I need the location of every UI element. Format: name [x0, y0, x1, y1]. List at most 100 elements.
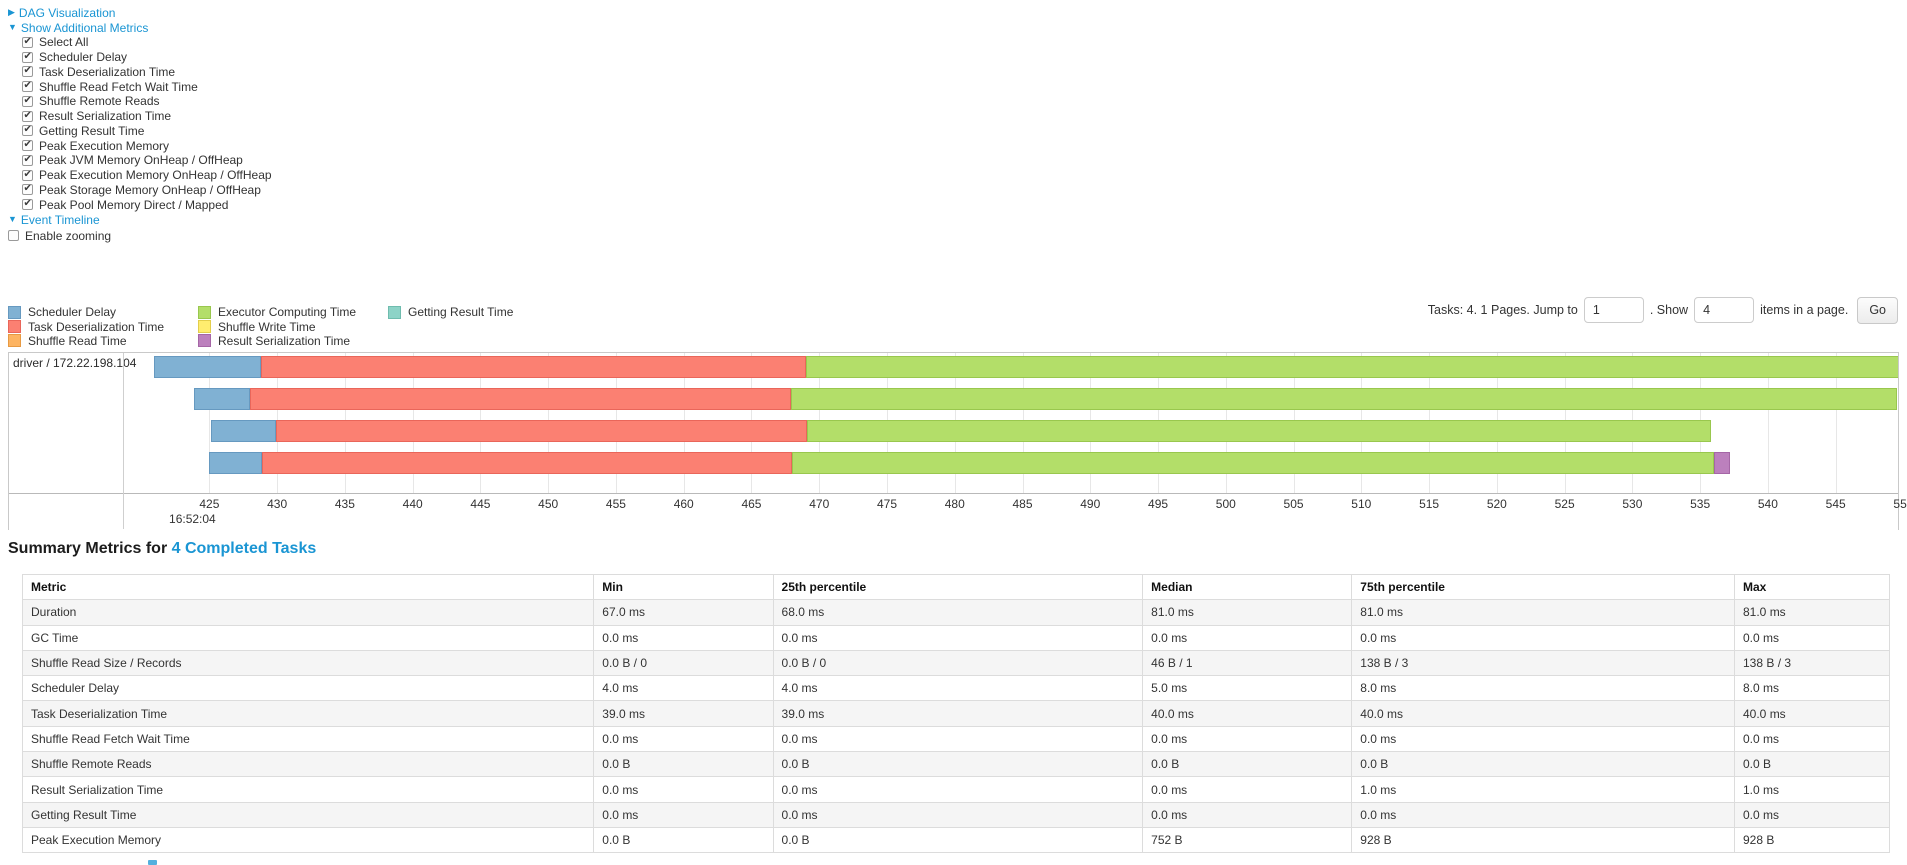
metric-value-cell: 0.0 ms [593, 624, 774, 651]
shuffle-write-swatch-icon [198, 320, 211, 334]
metric-value-cell: 81.0 ms [1351, 599, 1735, 626]
task-segment-executor-computing[interactable] [792, 452, 1714, 474]
metric-value-cell: 0.0 B [593, 751, 774, 778]
show-label: . Show [1649, 303, 1689, 317]
event-timeline-chart: driver / 172.22.198.104 425 430 435 440 445 4… [8, 352, 1907, 530]
executor-computing-swatch-icon [198, 305, 211, 319]
metric-value-cell: 138 B / 3 [1734, 649, 1890, 677]
task-segment-task-deserialization[interactable] [260, 356, 806, 378]
metric-checkbox-item[interactable]: Peak Pool Memory Direct / Mapped [22, 197, 272, 212]
task-segment-scheduler-delay[interactable] [209, 452, 263, 474]
task-segment-task-deserialization[interactable] [250, 388, 791, 410]
completed-tasks-link[interactable]: 4 Completed Tasks [171, 540, 317, 557]
axis-time-label: 16:52:04 [169, 512, 216, 526]
table-header-cell: 25th percentile [772, 573, 1144, 601]
metric-checkbox-item[interactable]: Peak Execution Memory [22, 138, 272, 153]
task-segment-scheduler-delay[interactable] [210, 420, 276, 442]
metric-value-cell: 0.0 ms [1734, 801, 1890, 828]
dag-visualization-toggle[interactable]: ▶ DAG Visualization [8, 5, 272, 20]
legend-label: Shuffle Write Time [218, 319, 316, 334]
task-segment-result-serialization[interactable] [1713, 452, 1730, 474]
checkbox-icon[interactable] [22, 183, 33, 196]
metric-checkbox-item[interactable]: Result Serialization Time [22, 109, 272, 124]
enable-zooming-option[interactable]: Enable zooming [8, 228, 272, 243]
axis-tick-label: 430 [267, 497, 288, 511]
items-per-page-input[interactable] [1694, 297, 1755, 323]
checkbox-icon[interactable] [22, 110, 33, 122]
metric-value-cell: 40.0 ms [1351, 700, 1735, 727]
table-body: Duration 67.0 ms 68.0 ms 81.0 ms 81.0 ms 81.0… [21, 599, 1890, 854]
show-additional-metrics-toggle[interactable]: ▼ Show Additional Metrics [8, 20, 272, 35]
metric-checkbox-item[interactable]: Peak Execution Memory OnHeap / OffHeap [22, 168, 272, 183]
task-segment-executor-computing[interactable] [805, 356, 1898, 378]
metric-name-cell: Result Serialization Time [21, 776, 595, 803]
metric-checkbox-item[interactable]: Select All [22, 35, 272, 50]
metric-value-cell: 0.0 ms [593, 725, 774, 753]
table-header-cell: Min [593, 573, 774, 601]
task-segment-task-deserialization[interactable] [262, 452, 793, 474]
metric-checkbox-item[interactable]: Task Deserialization Time [22, 65, 272, 80]
table-row: Task Deserialization Time 39.0 ms 39.0 ms 4… [21, 700, 1890, 727]
axis-tick-label: 505 [1283, 497, 1304, 511]
metric-checkbox-item[interactable]: Peak Storage Memory OnHeap / OffHeap [22, 183, 272, 198]
metric-checkbox-item[interactable]: Scheduler Delay [22, 50, 272, 65]
axis-tick-label: 490 [1080, 497, 1101, 511]
enable-zooming-checkbox[interactable] [8, 230, 19, 241]
timeline-legend: Scheduler Delay Task Deserialization Time… [8, 305, 513, 348]
task-segment-executor-computing[interactable] [807, 420, 1711, 442]
show-additional-metrics-label: Show Additional Metrics [20, 20, 149, 35]
metric-name-cell: Duration [21, 599, 595, 626]
checkbox-icon[interactable] [22, 65, 33, 78]
metric-value-cell: 0.0 ms [1734, 624, 1890, 651]
axis-tick-label: 510 [1351, 497, 1372, 511]
metric-value-cell: 4.0 ms [593, 675, 774, 702]
task-segment-executor-computing[interactable] [790, 388, 1897, 410]
enable-zooming-label: Enable zooming [25, 228, 112, 243]
axis-tick-label: 540 [1757, 497, 1778, 511]
legend-label: Scheduler Delay [28, 305, 117, 320]
metric-checkbox-label: Peak JVM Memory OnHeap / OffHeap [39, 153, 243, 168]
metric-value-cell: 0.0 B / 0 [593, 649, 774, 677]
jump-to-page-input[interactable] [1583, 297, 1644, 323]
checkbox-icon[interactable] [22, 169, 33, 181]
metric-value-cell: 0.0 ms [772, 801, 1144, 828]
shuffle-read-swatch-icon [8, 334, 21, 348]
task-segment-scheduler-delay[interactable] [153, 356, 261, 378]
metric-checkbox-item[interactable]: Shuffle Remote Reads [22, 94, 272, 109]
metric-checkbox-label: Shuffle Read Fetch Wait Time [39, 79, 198, 94]
task-segment-scheduler-delay[interactable] [194, 388, 251, 410]
metric-checkbox-item[interactable]: Peak JVM Memory OnHeap / OffHeap [22, 153, 272, 168]
metric-checkbox-item[interactable]: Getting Result Time [22, 124, 272, 139]
timeline-plot-area[interactable] [124, 353, 1898, 493]
metric-value-cell: 0.0 ms [1142, 624, 1353, 651]
axis-tick-label: 480 [944, 497, 965, 511]
checkbox-icon[interactable] [22, 154, 33, 166]
checkbox-icon[interactable] [22, 198, 33, 211]
timeline-axis: 425 430 435 440 445 450 455 460 465 470 475 480 485 4… [9, 493, 1907, 530]
metric-value-cell: 8.0 ms [1351, 675, 1735, 702]
task-segment-task-deserialization[interactable] [275, 420, 808, 442]
go-button[interactable]: Go [1857, 296, 1898, 324]
metric-value-cell: 67.0 ms [593, 599, 774, 626]
axis-tick-label: 445 [470, 497, 491, 511]
checkbox-icon[interactable] [22, 36, 33, 48]
table-header-cell: Metric [21, 573, 595, 601]
table-header-cell: 75th percentile [1351, 573, 1735, 601]
metric-value-cell: 0.0 B [1142, 751, 1353, 778]
axis-tick-label: 435 [334, 497, 355, 511]
metric-value-cell: 46 B / 1 [1142, 649, 1353, 677]
metric-checkbox-item[interactable]: Shuffle Read Fetch Wait Time [22, 79, 272, 94]
legend-label: Result Serialization Time [218, 333, 351, 348]
dag-visualization-label: DAG Visualization [18, 5, 116, 20]
tasks-pages-label: Tasks: 4. 1 Pages. Jump to [1427, 303, 1578, 317]
table-row: Duration 67.0 ms 68.0 ms 81.0 ms 81.0 ms 81.0… [21, 599, 1890, 626]
checkbox-icon[interactable] [22, 80, 33, 93]
legend-label: Task Deserialization Time [28, 319, 165, 334]
checkbox-icon[interactable] [22, 139, 33, 152]
axis-tick-label: 475 [876, 497, 897, 511]
checkbox-icon[interactable] [22, 95, 33, 107]
axis-tick-label: 520 [1486, 497, 1507, 511]
event-timeline-toggle[interactable]: ▼ Event Timeline [8, 212, 272, 227]
checkbox-icon[interactable] [22, 51, 33, 63]
checkbox-icon[interactable] [22, 124, 33, 137]
